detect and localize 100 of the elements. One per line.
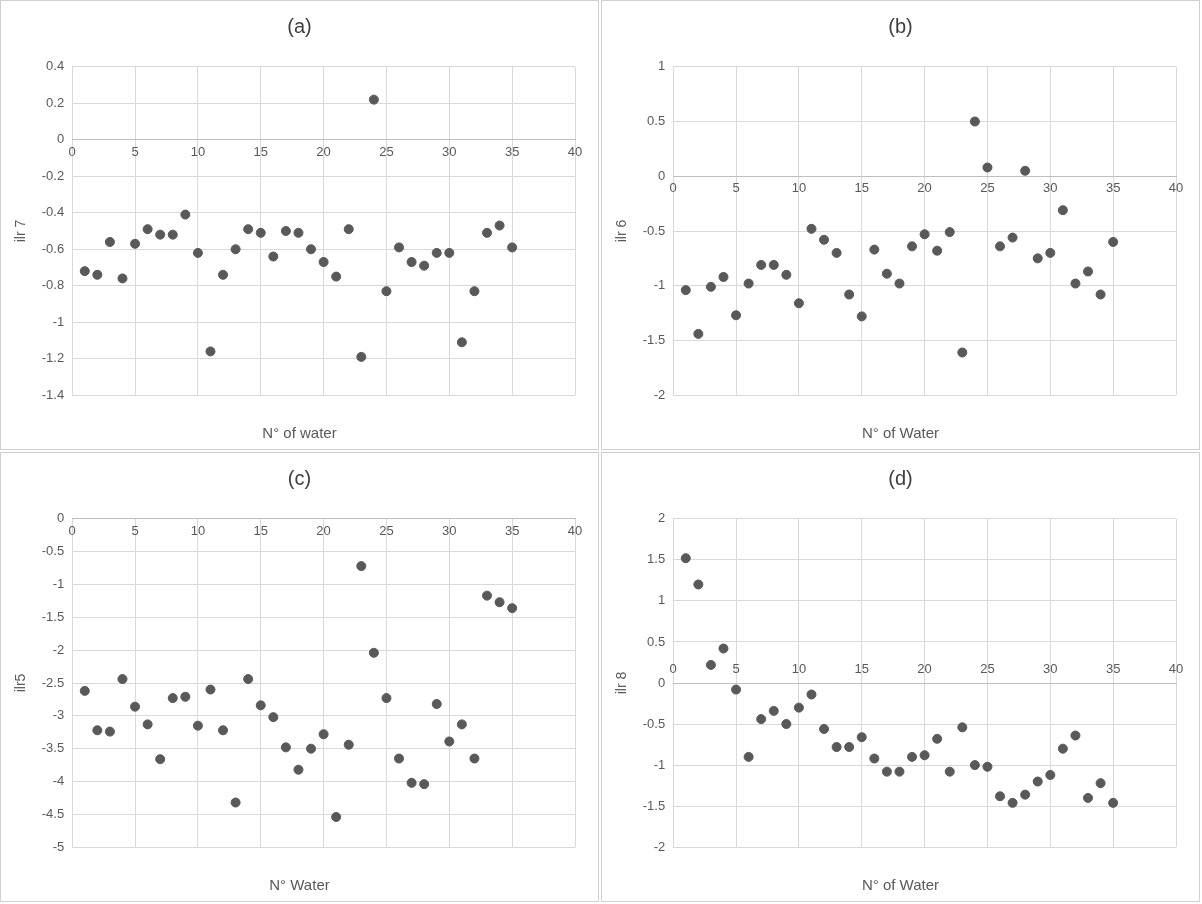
point [444,736,455,747]
point [957,722,968,733]
point [932,245,943,256]
point [1020,165,1031,176]
point [718,643,729,654]
point [205,684,216,695]
point [368,647,379,658]
point [230,797,241,808]
point [419,260,430,271]
point [356,351,367,362]
point [494,220,505,231]
point [781,719,792,730]
y-tick-label: 1 [657,58,666,74]
point [756,259,767,270]
x-tick-label: 40 [567,522,583,538]
point [268,251,279,262]
point [104,236,115,247]
y-tick-label: -4.5 [41,805,65,821]
point [456,719,467,730]
point [1070,730,1081,741]
point [907,751,918,762]
point [331,811,342,822]
point [394,753,405,764]
point [431,247,442,258]
point [167,693,178,704]
point [494,597,505,608]
point [255,700,266,711]
y-tick-label: -3.5 [41,740,65,756]
y-tick-label: 0.2 [46,94,65,110]
point [844,742,855,753]
y-tick-label: -1.4 [41,386,65,402]
y-tick-label: -5 [52,838,65,854]
point [894,278,905,289]
x-tick-label: 10 [791,661,807,677]
point [944,227,955,238]
x-tick-label: 5 [131,143,139,159]
x-tick-label: 0 [68,143,76,159]
point [705,659,716,670]
y-tick-label: -0.4 [41,204,65,220]
point [756,714,767,725]
x-tick-label: 10 [791,180,807,196]
point [293,227,304,238]
y-tick-label: -3 [52,707,65,723]
x-tick-label: 25 [980,661,995,677]
y-tick-label: -1 [52,313,65,329]
y-tick-label: -0.5 [642,715,666,731]
y-tick-label: 2 [657,510,666,526]
point [92,269,103,280]
x-tick-label: 15 [253,522,268,538]
y-tick-label: -0.6 [41,240,65,256]
x-tick-label: 35 [504,522,520,538]
point [919,229,930,240]
point [155,229,166,240]
x-tick-label: 10 [190,522,206,538]
point [243,674,254,685]
point [419,779,430,790]
point [1032,776,1043,787]
x-tick-label: 35 [1105,661,1121,677]
point [469,286,480,297]
x-tick-label: 30 [1043,661,1058,677]
point [919,750,930,761]
point [155,754,166,765]
point [831,742,842,753]
point [819,723,830,734]
point [856,732,867,743]
x-tick-label: 25 [379,522,394,538]
point [1070,278,1081,289]
point [1108,236,1119,247]
point [743,278,754,289]
point [932,733,943,744]
point [881,268,892,279]
point [982,162,993,173]
point [969,116,980,127]
x-tick-label: 5 [732,661,740,677]
point [306,244,317,255]
y-tick-label: -2 [653,838,666,854]
x-tick-label: 20 [316,522,331,538]
point [343,739,354,750]
y-tick-label: 0 [56,510,65,526]
point [318,729,329,740]
point [693,579,704,590]
point [819,234,830,245]
x-tick-label: 20 [917,661,932,677]
point [431,699,442,710]
x-axis-title: N° of Water [860,424,941,441]
point [793,702,804,713]
point [331,271,342,282]
point [167,229,178,240]
point [117,273,128,284]
point [243,224,254,235]
point [293,764,304,775]
y-tick-label: 0.5 [647,633,666,649]
point [705,281,716,292]
y-tick-label: 0 [657,674,666,690]
x-tick-label: 5 [732,180,740,196]
x-axis-title: N° of Water [860,876,941,893]
point [469,753,480,764]
point [731,684,742,695]
point [1083,266,1094,277]
point [79,685,90,696]
